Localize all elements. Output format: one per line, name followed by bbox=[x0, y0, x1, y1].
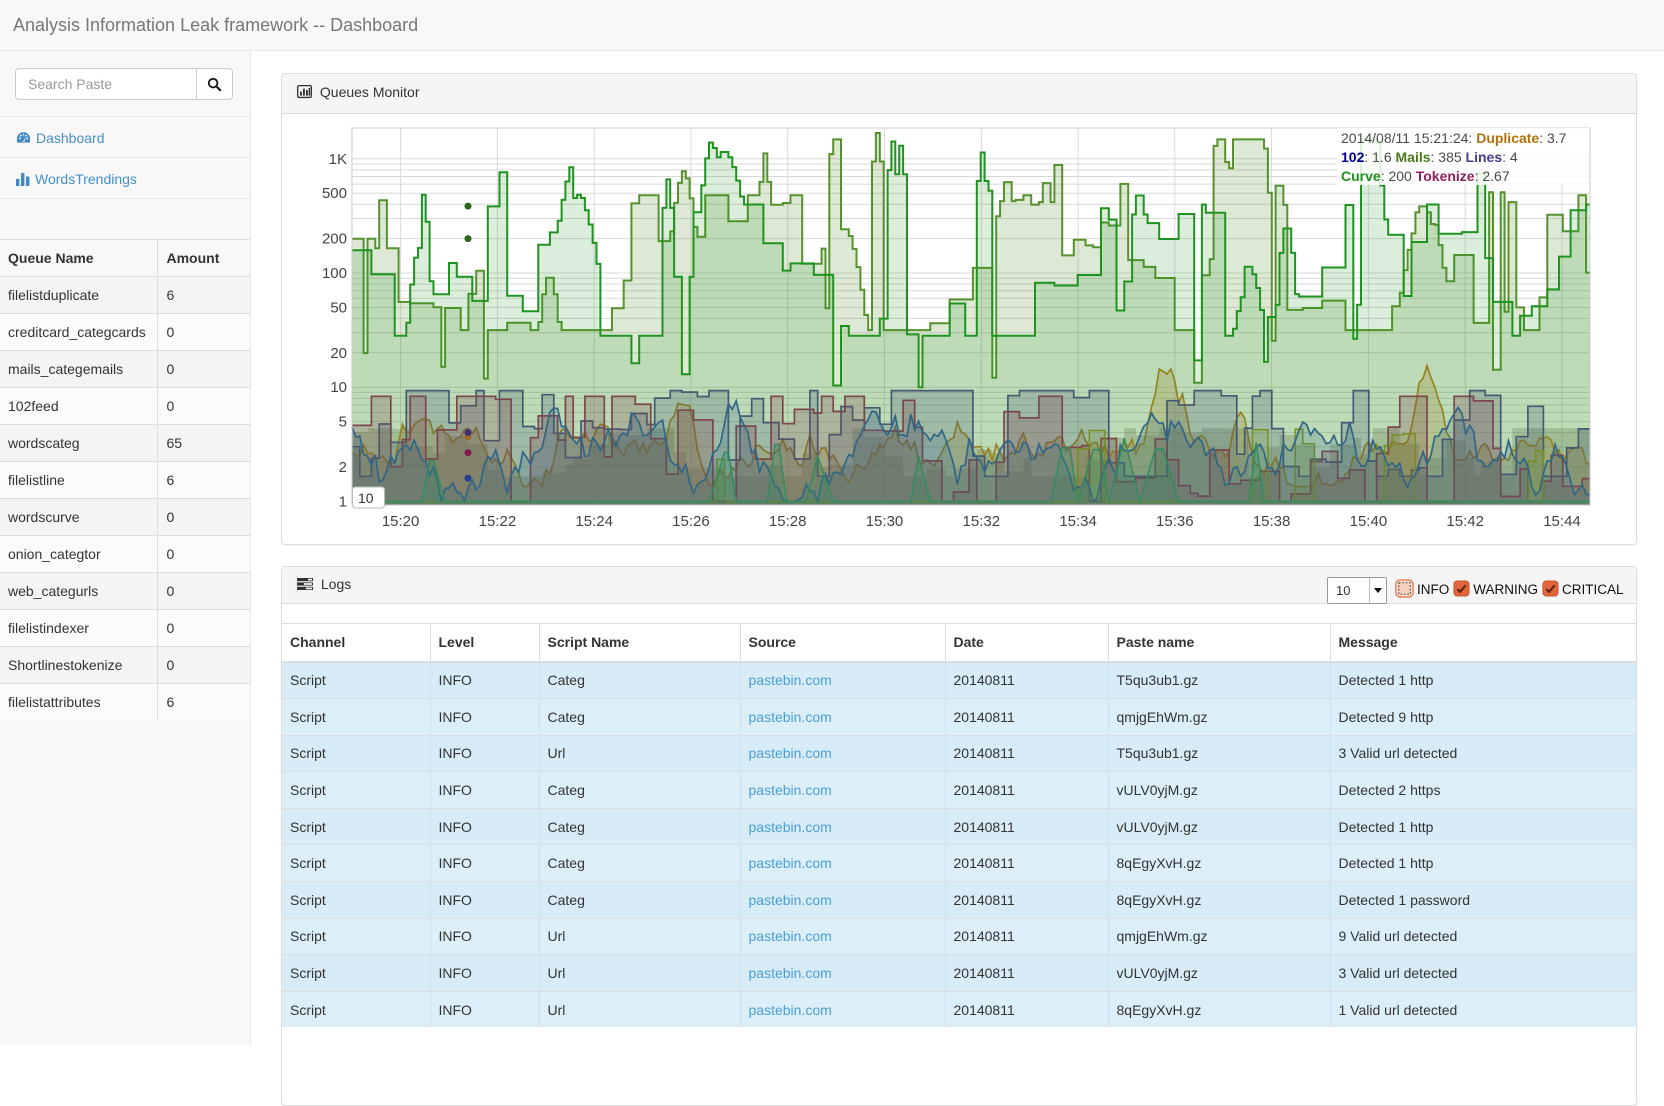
svg-text:15:22: 15:22 bbox=[479, 513, 517, 530]
svg-text:15:20: 15:20 bbox=[382, 513, 420, 530]
svg-text:500: 500 bbox=[322, 185, 347, 202]
svg-text:2: 2 bbox=[339, 459, 347, 476]
svg-text:100: 100 bbox=[322, 265, 347, 282]
svg-text:15:40: 15:40 bbox=[1350, 513, 1388, 530]
svg-text:15:28: 15:28 bbox=[769, 513, 807, 530]
svg-text:200: 200 bbox=[322, 231, 347, 248]
svg-text:1: 1 bbox=[339, 493, 347, 510]
svg-text:15:44: 15:44 bbox=[1543, 513, 1581, 530]
svg-text:15:36: 15:36 bbox=[1156, 513, 1194, 530]
svg-text:15:24: 15:24 bbox=[575, 513, 613, 530]
svg-text:2014/08/11 15:21:24: Duplicate: 2014/08/11 15:21:24: Duplicate: 3.7 bbox=[1341, 130, 1567, 146]
svg-text:15:32: 15:32 bbox=[963, 513, 1001, 530]
svg-text:Curve: 200 Tokenize: 2.67: Curve: 200 Tokenize: 2.67 bbox=[1341, 168, 1510, 184]
svg-text:20: 20 bbox=[330, 345, 347, 362]
svg-text:15:26: 15:26 bbox=[672, 513, 710, 530]
svg-text:1K: 1K bbox=[329, 151, 347, 168]
svg-text:102: 1.6 Mails: 385 Lines: 4: 102: 1.6 Mails: 385 Lines: 4 bbox=[1341, 149, 1518, 165]
svg-text:50: 50 bbox=[330, 299, 347, 316]
svg-text:15:34: 15:34 bbox=[1059, 513, 1097, 530]
svg-text:5: 5 bbox=[339, 414, 347, 431]
svg-text:15:30: 15:30 bbox=[866, 513, 904, 530]
svg-text:15:38: 15:38 bbox=[1253, 513, 1291, 530]
svg-text:15:42: 15:42 bbox=[1446, 513, 1484, 530]
svg-text:10: 10 bbox=[358, 490, 374, 506]
svg-text:10: 10 bbox=[330, 379, 347, 396]
